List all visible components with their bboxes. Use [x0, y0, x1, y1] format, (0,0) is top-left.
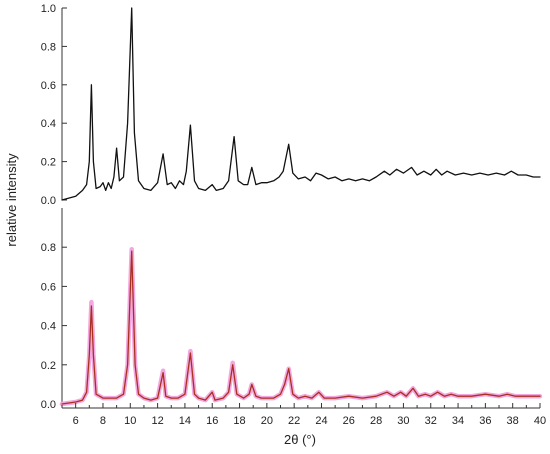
x-tick-label: 16: [206, 415, 218, 427]
x-tick-label: 26: [343, 415, 355, 427]
x-tick-label: 22: [288, 415, 300, 427]
x-tick-label: 20: [261, 415, 273, 427]
top-y-tick-label: 0.0: [41, 195, 56, 207]
y-axis-title: relative intensity: [4, 153, 19, 247]
bottom-y-tick-label: 0.6: [41, 281, 56, 293]
bottom-y-tick-label: 0.0: [41, 399, 56, 411]
x-axis-title: 2θ (°): [284, 432, 316, 447]
top-y-tick-label: 0.8: [41, 41, 56, 53]
top-y-tick-label: 0.4: [41, 118, 56, 130]
x-tick-label: 10: [124, 415, 136, 427]
x-tick-label: 24: [315, 415, 327, 427]
x-tick-label: 28: [370, 415, 382, 427]
bottom-y-tick-label: 0.8: [41, 242, 56, 254]
x-tick-label: 36: [479, 415, 491, 427]
x-tick-label: 40: [534, 415, 546, 427]
x-tick-label: 34: [452, 415, 464, 427]
top-series-line-0: [61, 7, 541, 201]
top-y-tick-label: 0.6: [41, 80, 56, 92]
bottom-y-tick-label: 0.2: [41, 360, 56, 372]
bottom-panel: 0.0 0.2 0.4 0.6 0.8: [41, 208, 543, 411]
top-panel: 0.0 0.2 0.4 0.6 0.8 1.0: [41, 3, 541, 207]
x-tick-label: 8: [100, 415, 106, 427]
x-tick-label: 32: [425, 415, 437, 427]
x-tick-label: 12: [151, 415, 163, 427]
top-y-tick-label: 0.2: [41, 157, 56, 169]
bottom-series-line-1: [61, 250, 541, 405]
x-tick-label: 30: [397, 415, 409, 427]
bottom-y-tick-label: 0.4: [41, 321, 56, 333]
x-tick-label: 14: [179, 415, 191, 427]
top-y-tick-label: 1.0: [41, 3, 56, 15]
x-tick-label: 18: [233, 415, 245, 427]
x-tick-label: 6: [73, 415, 79, 427]
x-tick-label: 38: [507, 415, 519, 427]
x-axis: 6 8 10 12 14 16 18 20 22 24 26 28 30 32 34 36 38 40: [61, 403, 546, 427]
